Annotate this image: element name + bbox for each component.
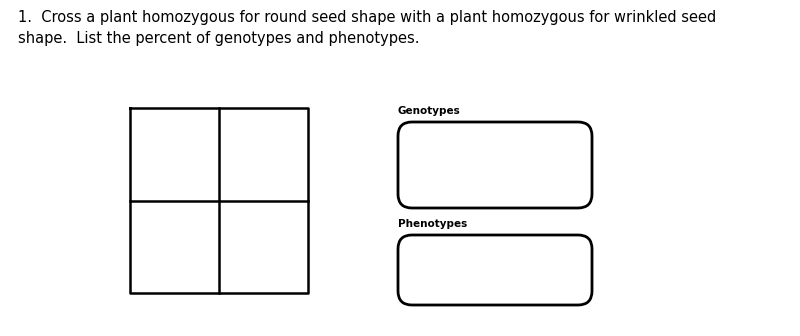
Text: Phenotypes: Phenotypes xyxy=(398,219,467,229)
FancyBboxPatch shape xyxy=(398,122,592,208)
Text: 1.  Cross a plant homozygous for round seed shape with a plant homozygous for wr: 1. Cross a plant homozygous for round se… xyxy=(18,10,716,46)
FancyBboxPatch shape xyxy=(398,235,592,305)
Text: Genotypes: Genotypes xyxy=(398,106,461,116)
